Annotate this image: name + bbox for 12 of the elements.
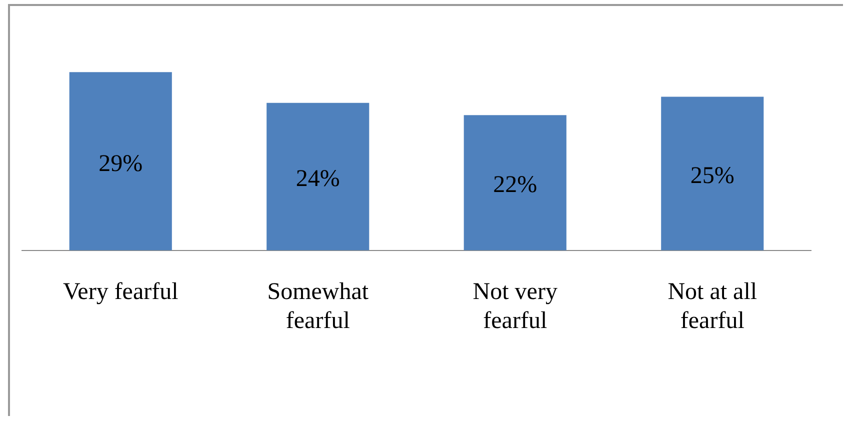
- bar: [69, 72, 172, 250]
- bar: [464, 115, 566, 250]
- bar: [661, 96, 764, 250]
- data-label: 24%: [296, 166, 340, 192]
- x-tick-label: Not very fearful: [472, 279, 558, 334]
- x-tick-label: Somewhat fearful: [267, 279, 369, 334]
- data-label: 22%: [493, 172, 538, 198]
- bar: [266, 102, 370, 250]
- x-tick-label: Very fearful: [62, 279, 179, 306]
- data-label: 29%: [98, 151, 143, 178]
- x-tick-label: Not at all fearful: [668, 279, 758, 334]
- data-label: 25%: [690, 162, 734, 189]
